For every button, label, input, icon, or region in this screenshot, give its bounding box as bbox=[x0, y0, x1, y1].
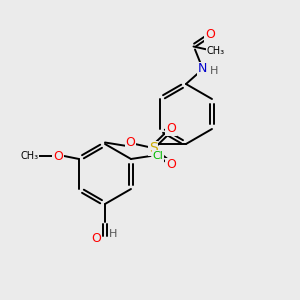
Text: O: O bbox=[166, 158, 176, 172]
Text: O: O bbox=[53, 149, 63, 163]
Text: O: O bbox=[92, 232, 101, 245]
Text: H: H bbox=[210, 65, 218, 76]
Text: O: O bbox=[166, 122, 176, 136]
Text: CH₃: CH₃ bbox=[206, 46, 224, 56]
Text: CH₃: CH₃ bbox=[20, 151, 39, 161]
Text: O: O bbox=[205, 28, 215, 41]
Text: O: O bbox=[126, 136, 135, 149]
Text: H: H bbox=[109, 229, 118, 239]
Text: N: N bbox=[198, 62, 207, 76]
Text: Cl: Cl bbox=[152, 151, 164, 161]
Text: S: S bbox=[148, 142, 158, 155]
